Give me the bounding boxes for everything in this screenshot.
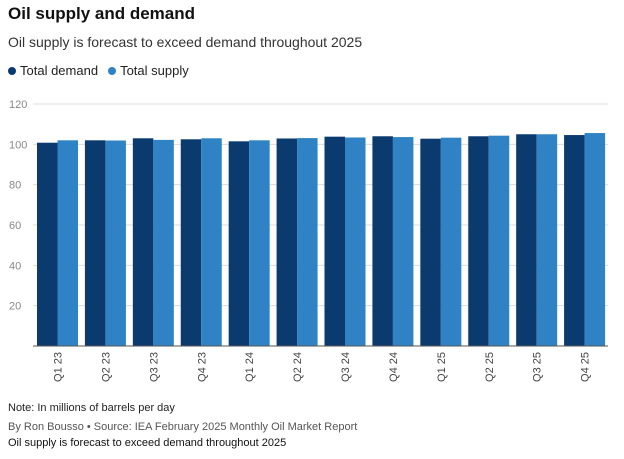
bar-supply-q2-24 [297, 138, 318, 346]
bar-supply-q2-23 [105, 140, 126, 346]
bar-supply-q4-24 [392, 137, 414, 346]
legend-item-demand: Total demand [8, 63, 98, 78]
legend-label-supply: Total supply [120, 63, 189, 78]
x-tick-label: Q1 24 [244, 352, 256, 382]
x-tick-label: Q1 25 [436, 352, 448, 382]
legend-swatch-supply [108, 66, 117, 75]
bar-supply-q3-25 [536, 134, 558, 346]
bar-chart: 20 40 60 80 100 120 Q1 23 Q2 23 Q3 23 Q4 23 Q1 24 Q… [9, 99, 608, 382]
chart-title: Oil supply and demand [8, 4, 196, 23]
bar-demand-q4-25 [564, 135, 585, 346]
x-tick-label: Q2 23 [100, 352, 112, 382]
chart-caption: Oil supply is forecast to exceed demand … [8, 437, 287, 449]
bar-supply-q1-24 [249, 140, 270, 346]
chart-subtitle: Oil supply is forecast to exceed demand … [8, 34, 363, 50]
bar-demand-q3-25 [516, 134, 537, 346]
bar-supply-q1-25 [440, 137, 462, 346]
chart-legend: Total demand Total supply [8, 63, 189, 78]
bar-demand-q3-24 [324, 136, 345, 346]
bar-demand-q4-23 [180, 139, 202, 346]
x-tick-label: Q3 25 [532, 352, 544, 382]
x-tick-label: Q3 24 [340, 352, 352, 382]
x-tick-label: Q4 24 [388, 352, 400, 382]
y-tick-label: 60 [9, 220, 21, 232]
x-tick-label: Q3 23 [148, 352, 160, 382]
bar-supply-q3-23 [153, 139, 174, 346]
bar-supply-q4-23 [201, 138, 222, 346]
legend-label-demand: Total demand [20, 63, 99, 78]
y-tick-label: 120 [9, 99, 27, 111]
bar-demand-q2-24 [276, 138, 298, 346]
bar-supply-q2-25 [488, 135, 510, 346]
y-tick-label: 100 [9, 139, 27, 151]
bar-demand-q2-25 [468, 136, 489, 346]
bar-demand-q3-23 [132, 138, 154, 346]
bar-supply-q4-25 [584, 133, 606, 346]
y-tick-label: 80 [9, 180, 21, 192]
legend-swatch-demand [8, 66, 16, 75]
bar-demand-q1-23 [37, 142, 58, 346]
x-tick-label: Q2 25 [484, 352, 496, 382]
legend-item-supply: Total supply [108, 63, 189, 78]
bar-supply-q1-23 [57, 140, 78, 346]
bar-demand-q4-24 [372, 136, 393, 346]
chart-byline: By Ron Bousso • Source: IEA February 202… [8, 421, 358, 433]
bar-demand-q1-25 [420, 138, 441, 346]
y-tick-label: 20 [9, 301, 21, 313]
chart-note: Note: In millions of barrels per day [8, 402, 175, 414]
bar-demand-q2-23 [84, 140, 106, 346]
x-tick-label: Q4 25 [580, 352, 592, 382]
bar-supply-q3-24 [345, 137, 366, 346]
x-tick-label: Q2 24 [292, 352, 304, 382]
y-tick-label: 40 [9, 260, 21, 272]
bar-demand-q1-24 [228, 141, 250, 346]
x-tick-label: Q1 23 [53, 352, 65, 382]
x-tick-label: Q4 23 [196, 352, 208, 382]
